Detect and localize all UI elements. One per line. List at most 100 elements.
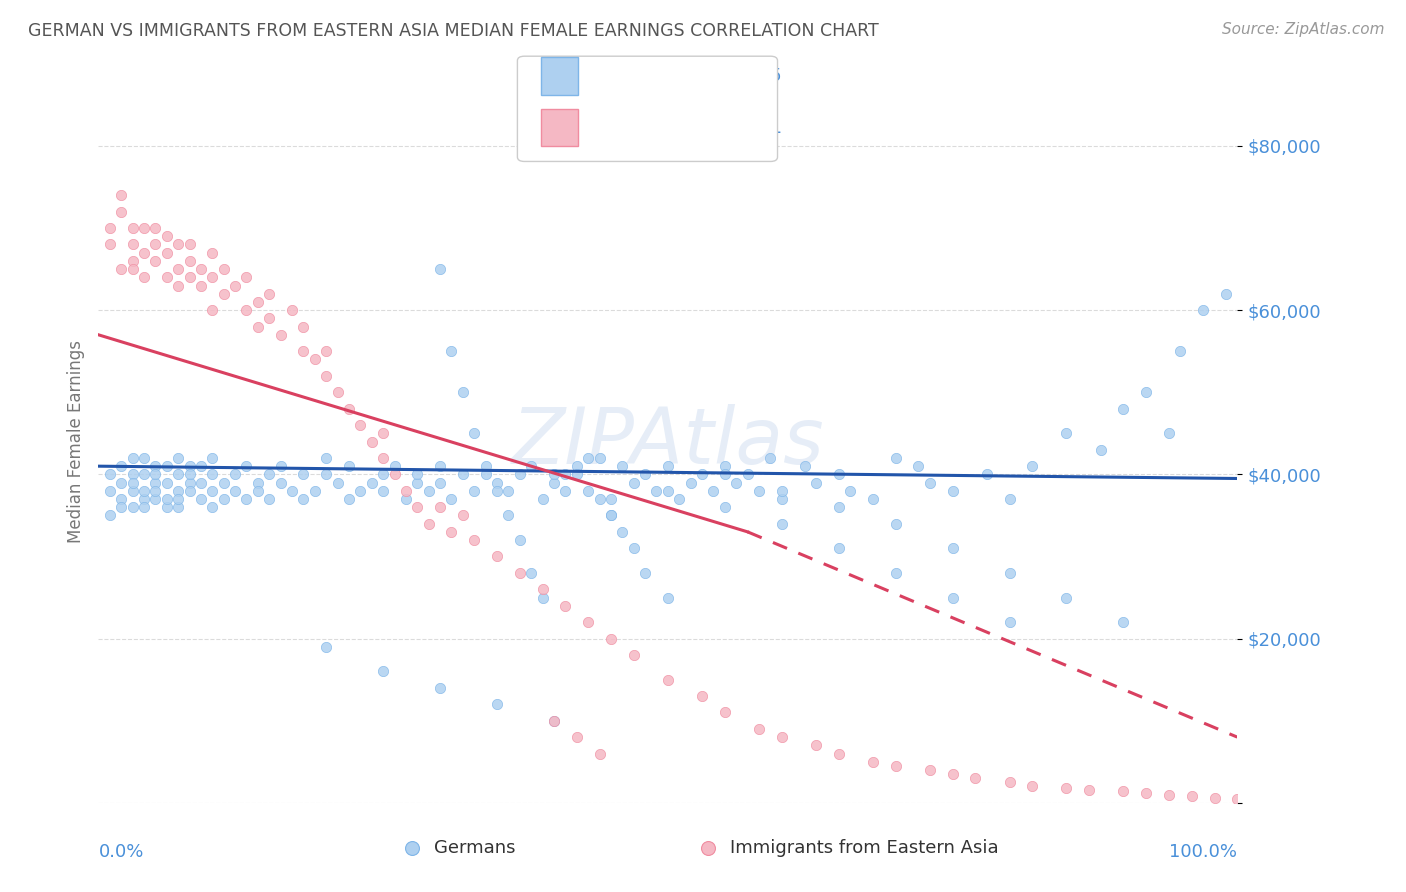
Point xyxy=(406,500,429,515)
Point xyxy=(235,270,257,285)
Text: -0.375: -0.375 xyxy=(634,119,699,136)
Point xyxy=(486,483,509,498)
Point xyxy=(1056,780,1078,795)
Point xyxy=(337,491,360,506)
Text: 100.0%: 100.0% xyxy=(1170,843,1237,861)
Point xyxy=(281,303,304,318)
Point xyxy=(828,747,851,761)
Text: Immigrants from Eastern Asia: Immigrants from Eastern Asia xyxy=(731,838,1000,856)
Point xyxy=(976,467,998,482)
Point xyxy=(121,467,143,482)
Point xyxy=(1135,786,1157,800)
Point xyxy=(520,459,543,474)
Point xyxy=(259,311,281,326)
Point xyxy=(828,500,851,515)
Point xyxy=(998,615,1021,630)
Point xyxy=(463,426,485,441)
Point xyxy=(270,459,292,474)
Point xyxy=(315,344,337,359)
Point xyxy=(418,483,440,498)
Point xyxy=(132,491,155,506)
Point xyxy=(167,278,190,293)
Point xyxy=(110,475,132,490)
Point xyxy=(360,434,382,449)
Point xyxy=(451,508,474,523)
Point xyxy=(395,483,418,498)
Point xyxy=(543,714,565,728)
Point xyxy=(998,775,1021,789)
Point xyxy=(110,262,132,277)
Point xyxy=(623,475,645,490)
Point xyxy=(1204,790,1226,805)
Point xyxy=(1170,344,1192,359)
Point xyxy=(1090,442,1112,457)
Point xyxy=(474,459,496,474)
Point xyxy=(406,475,429,490)
Point xyxy=(554,483,576,498)
Point xyxy=(110,491,132,506)
Point xyxy=(737,467,759,482)
Point xyxy=(565,730,588,744)
Point xyxy=(259,286,281,301)
Point xyxy=(167,491,190,506)
Point xyxy=(600,491,623,506)
Point xyxy=(600,632,623,646)
Point xyxy=(588,491,610,506)
Point xyxy=(1112,615,1135,630)
Point xyxy=(132,483,155,498)
Point xyxy=(440,344,463,359)
Point xyxy=(918,763,941,777)
Point xyxy=(315,450,337,465)
Point xyxy=(121,500,143,515)
Point xyxy=(531,491,554,506)
Point xyxy=(474,467,496,482)
Point xyxy=(326,475,349,490)
Point xyxy=(543,714,565,728)
Point xyxy=(179,459,201,474)
Point xyxy=(315,640,337,654)
Point xyxy=(156,245,179,260)
Point xyxy=(1135,385,1157,400)
Point xyxy=(326,385,349,400)
Point xyxy=(145,253,167,268)
Point xyxy=(190,278,212,293)
Point xyxy=(634,566,657,580)
Point xyxy=(190,262,212,277)
Point xyxy=(451,385,474,400)
Point xyxy=(1157,788,1180,802)
Point xyxy=(828,541,851,556)
Point xyxy=(714,467,737,482)
Point xyxy=(292,319,315,334)
Point xyxy=(212,475,235,490)
Point xyxy=(132,450,155,465)
Point xyxy=(132,245,155,260)
Point xyxy=(1078,782,1101,797)
Point xyxy=(246,475,269,490)
Point xyxy=(668,491,690,506)
Point xyxy=(190,459,212,474)
Point xyxy=(167,450,190,465)
Point xyxy=(281,483,304,498)
Text: 0.0%: 0.0% xyxy=(98,843,143,861)
Point xyxy=(942,591,965,605)
Point xyxy=(588,747,610,761)
Point xyxy=(645,483,668,498)
Point xyxy=(804,739,827,753)
Point xyxy=(520,566,543,580)
Point xyxy=(486,698,509,712)
Point xyxy=(110,204,132,219)
Point xyxy=(132,467,155,482)
Point xyxy=(1021,459,1043,474)
Point xyxy=(156,459,179,474)
Point xyxy=(121,262,143,277)
Point xyxy=(429,459,451,474)
Point xyxy=(634,467,657,482)
Point xyxy=(224,483,246,498)
Point xyxy=(463,533,485,547)
Point xyxy=(1112,784,1135,798)
Point xyxy=(543,467,565,482)
Point xyxy=(565,467,588,482)
Point xyxy=(440,491,463,506)
Point xyxy=(201,467,224,482)
Point xyxy=(371,467,394,482)
